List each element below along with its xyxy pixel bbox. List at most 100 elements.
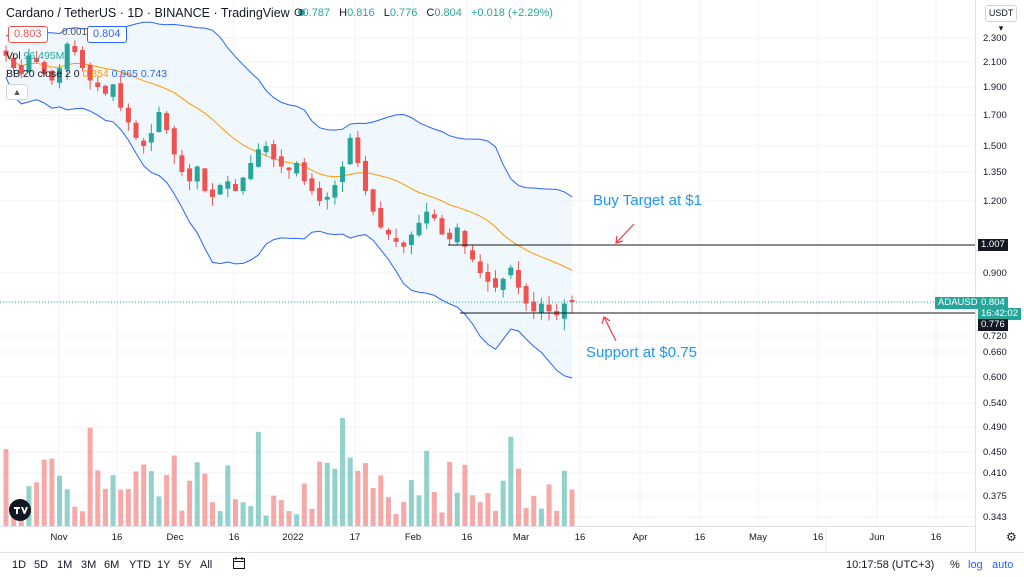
volume-bar <box>355 470 361 526</box>
ohlc-close-label: C <box>426 7 435 19</box>
volume-bar <box>102 488 108 526</box>
volume-bar <box>133 471 139 526</box>
candle-body <box>156 112 162 133</box>
bb-legend[interactable]: BB 20 close 2 0 0.854 0.965 0.743 <box>6 68 167 80</box>
volume-bar <box>470 495 476 526</box>
volume-bar <box>408 480 414 526</box>
chevron-up-icon: ▲ <box>12 87 22 97</box>
volume-bar <box>3 449 9 526</box>
candle-body <box>278 156 284 167</box>
candle-body <box>569 300 575 302</box>
candle-body <box>118 83 124 108</box>
time-axis: Nov 16 Dec 16 2022 17 Feb 16 Mar 16 Apr 16 May 16 Jun 1… <box>51 532 942 543</box>
volume-bar <box>370 487 376 526</box>
candle-body <box>385 229 391 235</box>
bollinger-basis-line <box>5 55 573 271</box>
range-1y-button[interactable]: 1Y <box>157 559 171 571</box>
candle-body <box>11 57 17 69</box>
candle-body <box>523 286 529 304</box>
price-chart[interactable]: 2.300 2.100 1.900 1.700 1.500 1.350 1.200 0.900… <box>0 0 1024 552</box>
bollinger-lower-band <box>5 76 573 379</box>
buy-target-annotation[interactable]: Buy Target at $1 <box>593 192 702 209</box>
volume-bar <box>493 510 499 526</box>
range-1m-button[interactable]: 1M <box>57 559 73 571</box>
range-ytd-button[interactable]: YTD <box>129 559 151 571</box>
price-tick-label: 0.410 <box>983 468 1007 479</box>
log-scale-toggle[interactable]: log <box>968 559 983 571</box>
range-6m-button[interactable]: 6M <box>104 559 120 571</box>
currency-selector[interactable]: USDT ▾ <box>985 5 1017 33</box>
time-tick-label: 16 <box>575 532 586 543</box>
candle-body <box>546 304 552 312</box>
volume-bar <box>72 506 78 526</box>
candle-body <box>271 144 277 160</box>
volume-bar <box>95 470 101 526</box>
candle-body <box>355 137 361 164</box>
volume-bar <box>194 462 200 526</box>
candle-body <box>378 208 384 228</box>
sell-price-button[interactable]: 0.803 <box>8 26 48 43</box>
candle-body <box>148 133 154 143</box>
candle-body <box>255 149 261 167</box>
candle-body <box>26 55 32 73</box>
price-tick-label: 0.720 <box>983 331 1007 342</box>
support-price-tag: 0.776 <box>978 319 1008 331</box>
collapse-legend-button[interactable]: ▲ <box>6 84 28 100</box>
ohlc-readout: O0.787 H0.816 L0.776 C0.804 +0.018 (+2.2… <box>294 7 559 19</box>
price-tick-label: 0.660 <box>983 347 1007 358</box>
support-annotation[interactable]: Support at $0.75 <box>586 344 697 361</box>
candle-body <box>141 140 147 146</box>
candle-body <box>538 303 544 313</box>
clock-timezone[interactable]: 10:17:58 (UTC+3) <box>846 559 935 571</box>
candle-body <box>72 45 78 53</box>
candle-body <box>431 214 437 219</box>
volume-legend[interactable]: Vol 96.495M <box>6 50 64 62</box>
volume-bar <box>515 468 521 526</box>
volume-bar <box>362 463 368 526</box>
volume-bar <box>424 450 430 526</box>
volume-bar <box>57 475 63 526</box>
candle-body <box>362 160 368 191</box>
time-tick-label: Jun <box>869 532 884 543</box>
percent-scale-toggle[interactable]: % <box>950 559 960 571</box>
settings-gear-icon[interactable]: ⚙ <box>1006 530 1017 544</box>
candle-body <box>485 272 491 282</box>
candle-body <box>57 68 63 83</box>
candle-body <box>401 242 407 247</box>
market-status-icon <box>297 9 305 16</box>
candle-body <box>263 146 269 153</box>
candle-body <box>408 234 414 245</box>
resistance-price-tag: 1.007 <box>978 239 1008 251</box>
price-tick-label: 1.700 <box>983 110 1007 121</box>
range-5d-button[interactable]: 5D <box>34 559 49 571</box>
volume-bar <box>210 502 216 526</box>
range-1d-button[interactable]: 1D <box>12 559 27 571</box>
candle-body <box>493 278 499 288</box>
volume-bar <box>393 513 399 526</box>
time-tick-label: 16 <box>931 532 942 543</box>
date-range-icon[interactable] <box>232 556 246 570</box>
volume-bar <box>531 495 537 526</box>
candle-body <box>416 222 422 236</box>
range-3m-button[interactable]: 3M <box>81 559 97 571</box>
volume-bar <box>569 489 575 526</box>
tradingview-logo-icon[interactable] <box>6 498 34 522</box>
candle-body <box>470 250 476 260</box>
ohlc-low-label: L <box>383 7 390 19</box>
buy-price-button[interactable]: 0.804 <box>87 26 127 43</box>
volume-bar <box>141 464 147 526</box>
ohlc-high-value: 0.816 <box>347 7 375 19</box>
volume-bar <box>34 482 40 526</box>
range-5y-button[interactable]: 5Y <box>178 559 192 571</box>
candle-body <box>187 168 193 182</box>
price-tick-label: 1.350 <box>983 167 1007 178</box>
volume-bar <box>41 459 47 526</box>
candle-body <box>179 155 185 172</box>
volume-bar <box>462 464 468 526</box>
price-tick-label: 0.600 <box>983 372 1007 383</box>
range-all-button[interactable]: All <box>200 559 213 571</box>
auto-scale-toggle[interactable]: auto <box>992 559 1014 571</box>
bollinger-band-fill <box>6 22 572 378</box>
volume-bar <box>187 480 193 526</box>
volume-bar <box>546 484 552 526</box>
